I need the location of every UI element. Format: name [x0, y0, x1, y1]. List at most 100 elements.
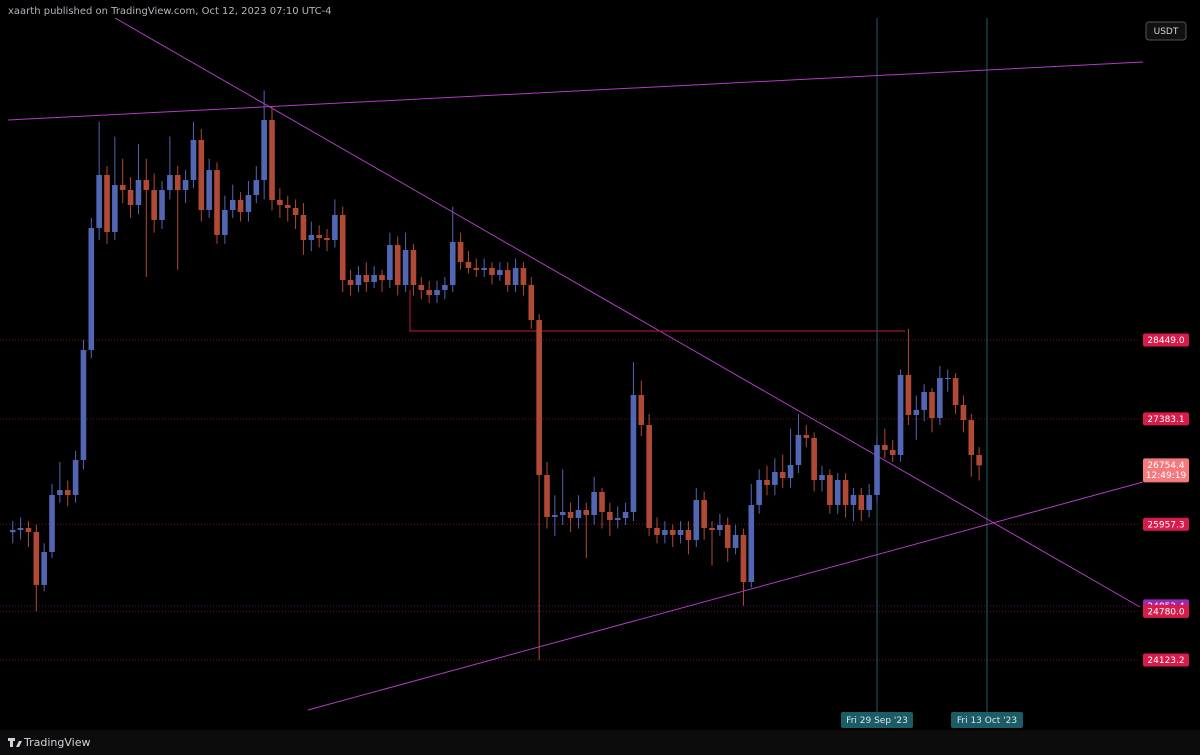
- candle-body: [528, 284, 535, 321]
- candle-body: [339, 215, 346, 281]
- candle-body: [96, 174, 102, 229]
- candle-body: [819, 474, 825, 481]
- trend-line: [7, 61, 1144, 121]
- candle-body: [489, 268, 495, 275]
- time-label-box: [841, 712, 914, 728]
- candle-body: [654, 528, 660, 535]
- candle-body: [646, 424, 652, 529]
- candle-body: [72, 459, 79, 496]
- candle-body: [104, 174, 110, 233]
- price-label: 28449.0: [1147, 336, 1184, 346]
- candle-body: [724, 524, 731, 548]
- candle-body: [638, 395, 645, 425]
- candle-body: [591, 491, 597, 515]
- trend-line: [114, 17, 1141, 608]
- candle-body: [544, 474, 550, 517]
- candle-body: [866, 495, 872, 510]
- candle-body: [57, 489, 63, 496]
- candle-body: [732, 534, 739, 548]
- candle-body: [277, 199, 283, 206]
- candle-body: [944, 378, 951, 380]
- candle-body: [481, 268, 487, 271]
- currency: USDT: [1154, 27, 1179, 37]
- time-label-box: [951, 712, 1023, 728]
- candle-body: [135, 180, 142, 206]
- candle-body: [709, 528, 715, 531]
- candle-body: [772, 472, 778, 485]
- candle-body: [536, 320, 542, 475]
- candle-body: [748, 505, 755, 583]
- candle-body: [968, 420, 975, 456]
- candle-body: [669, 530, 676, 535]
- level-line: [409, 290, 905, 332]
- candle-body: [834, 480, 841, 506]
- candle-body: [897, 374, 904, 456]
- candle-body: [182, 180, 189, 191]
- candle-body: [960, 405, 967, 421]
- candle-body: [434, 290, 440, 296]
- price-label: 25957.3: [1147, 520, 1184, 530]
- candle-body: [803, 434, 810, 438]
- candle-body: [512, 268, 519, 285]
- countdown: 12:49:19: [1146, 471, 1187, 481]
- candle-body: [410, 249, 417, 285]
- candle-body: [316, 234, 322, 239]
- candle-body: [740, 534, 747, 583]
- header-text: xaarth published on TradingView.com, Oct…: [8, 6, 332, 17]
- price-label: 24780.0: [1147, 607, 1184, 617]
- candle-body: [465, 261, 472, 269]
- candle-body: [567, 511, 574, 519]
- candle-body: [607, 511, 613, 521]
- candle-body: [88, 228, 95, 350]
- candle-body: [80, 349, 87, 460]
- candle-body: [630, 395, 637, 512]
- candle-body: [363, 274, 370, 283]
- candle-body: [614, 518, 621, 521]
- candle-body: [662, 530, 668, 535]
- candle-body: [151, 190, 157, 221]
- time-label: Fri 13 Oct '23: [957, 716, 1017, 726]
- candle-body: [685, 530, 692, 540]
- candle-body: [599, 491, 605, 512]
- candle-body: [167, 174, 173, 191]
- candle-body: [25, 528, 32, 533]
- candle-body: [17, 528, 24, 531]
- candle-body: [300, 215, 307, 241]
- price-label-box: [1143, 517, 1189, 531]
- candle-body: [426, 290, 432, 296]
- candle-body: [159, 190, 165, 221]
- candle-body: [402, 249, 409, 285]
- candle-body: [387, 245, 393, 281]
- candle-body: [937, 378, 943, 419]
- last-price-box: [1143, 458, 1189, 483]
- logo-text: TradingView: [23, 736, 90, 749]
- candle-body: [693, 499, 700, 540]
- candle-body: [929, 391, 935, 419]
- candle-body: [764, 480, 770, 485]
- candle-body: [64, 489, 71, 496]
- candle-body: [143, 180, 150, 191]
- candle-body: [355, 274, 362, 285]
- candle-body: [308, 234, 315, 241]
- currency-box: [1145, 21, 1187, 41]
- price-label: 24123.2: [1147, 656, 1184, 666]
- candle-body: [127, 190, 134, 206]
- candle-body: [497, 270, 503, 275]
- price-label: 27383.1: [1147, 415, 1184, 425]
- candle-body: [292, 207, 299, 216]
- candle-body: [229, 199, 236, 210]
- candle-body: [575, 509, 582, 519]
- candle-body: [827, 474, 833, 506]
- candle-body: [952, 378, 959, 406]
- candle-body: [779, 472, 786, 479]
- candle-body: [119, 184, 126, 191]
- candle-body: [442, 284, 448, 291]
- candle-body: [882, 445, 888, 450]
- candle-body: [622, 511, 629, 519]
- candle-body: [787, 464, 794, 479]
- candle-body: [222, 209, 228, 235]
- candle-body: [379, 274, 385, 281]
- drawings: [7, 17, 1144, 711]
